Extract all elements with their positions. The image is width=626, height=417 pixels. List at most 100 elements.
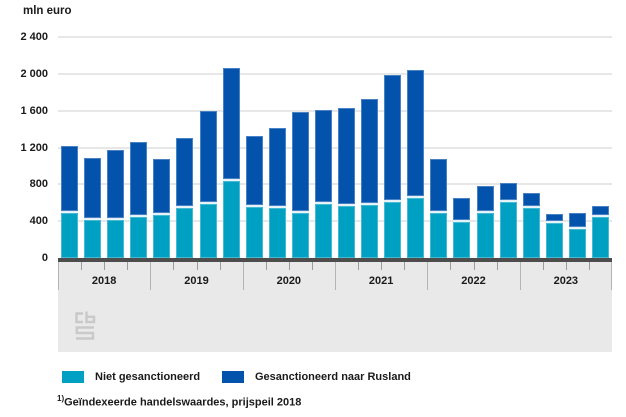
bar-2018-q2[interactable]	[84, 157, 102, 258]
bar-2021-q2[interactable]	[361, 99, 379, 258]
bar-segment-niet-gesanctioneerd-2023-q1[interactable]	[522, 206, 540, 258]
bar-segment-gesanctioneerd-2023-q4[interactable]	[591, 206, 609, 217]
quarter-tick	[219, 262, 221, 270]
bar-segment-gesanctioneerd-2022-q1[interactable]	[430, 159, 448, 213]
bar-segment-niet-gesanctioneerd-2021-q3[interactable]	[384, 201, 402, 258]
bar-segment-niet-gesanctioneerd-2022-q4[interactable]	[499, 201, 517, 258]
bar-segment-niet-gesanctioneerd-2022-q1[interactable]	[430, 212, 448, 258]
gridline-1200	[58, 146, 612, 149]
bar-segment-gesanctioneerd-2020-q2[interactable]	[268, 127, 286, 207]
year-separator	[519, 262, 521, 290]
quarter-tick	[381, 262, 383, 270]
bar-segment-niet-gesanctioneerd-2019-q1[interactable]	[153, 213, 171, 258]
year-separator	[427, 262, 429, 290]
bar-2021-q3[interactable]	[384, 74, 402, 258]
footnote: 1)Geïndexeerde handelswaardes, prijspeil…	[57, 394, 301, 409]
y-tick-label-2400: 2 400	[20, 31, 48, 44]
bar-segment-niet-gesanctioneerd-2018-q3[interactable]	[107, 218, 125, 258]
gridline-400	[58, 220, 612, 223]
bar-segment-gesanctioneerd-2020-q1[interactable]	[245, 136, 263, 207]
bar-2023-q2[interactable]	[545, 213, 563, 258]
gridline-2400	[58, 36, 612, 39]
bar-segment-gesanctioneerd-2021-q3[interactable]	[384, 74, 402, 202]
bar-segment-gesanctioneerd-2018-q3[interactable]	[107, 150, 125, 219]
bar-2018-q1[interactable]	[61, 145, 79, 258]
bar-2021-q1[interactable]	[338, 107, 356, 258]
quarter-tick	[588, 262, 590, 270]
bar-2018-q4[interactable]	[130, 142, 148, 258]
bar-segment-gesanctioneerd-2019-q4[interactable]	[222, 67, 240, 181]
bar-segment-gesanctioneerd-2022-q4[interactable]	[499, 182, 517, 202]
legend: Niet gesanctioneerd Gesanctioneerd naar R…	[0, 371, 626, 386]
footnote-marker: 1)	[57, 394, 65, 403]
bar-2021-q4[interactable]	[407, 69, 425, 258]
bar-segment-niet-gesanctioneerd-2021-q2[interactable]	[361, 203, 379, 258]
bar-segment-gesanctioneerd-2018-q2[interactable]	[84, 157, 102, 219]
bar-segment-niet-gesanctioneerd-2020-q3[interactable]	[291, 211, 309, 258]
bar-segment-gesanctioneerd-2019-q1[interactable]	[153, 158, 171, 214]
legend-label: Gesanctioneerd naar Rusland	[255, 371, 411, 383]
bar-2019-q1[interactable]	[153, 158, 171, 258]
bar-segment-niet-gesanctioneerd-2022-q3[interactable]	[476, 212, 494, 258]
bar-segment-niet-gesanctioneerd-2018-q2[interactable]	[84, 218, 102, 258]
year-label-2022: 2022	[461, 275, 486, 287]
y-tick-label-1200: 1 200	[20, 141, 48, 154]
bar-segment-niet-gesanctioneerd-2020-q2[interactable]	[268, 206, 286, 258]
bar-2018-q3[interactable]	[107, 150, 125, 258]
bar-segment-niet-gesanctioneerd-2023-q2[interactable]	[545, 221, 563, 258]
bar-2019-q2[interactable]	[176, 137, 194, 258]
bar-segment-gesanctioneerd-2019-q2[interactable]	[176, 137, 194, 207]
y-tick-label-0: 0	[41, 252, 48, 264]
bar-segment-gesanctioneerd-2019-q3[interactable]	[199, 110, 217, 203]
bar-segment-niet-gesanctioneerd-2021-q1[interactable]	[338, 205, 356, 258]
bar-segment-gesanctioneerd-2023-q3[interactable]	[568, 212, 586, 228]
gridline-800	[58, 183, 612, 186]
bar-segment-gesanctioneerd-2018-q4[interactable]	[130, 142, 148, 217]
y-tick-label-800: 800	[29, 178, 48, 191]
quarter-tick	[81, 262, 83, 270]
bar-segment-niet-gesanctioneerd-2019-q2[interactable]	[176, 206, 194, 258]
bar-segment-niet-gesanctioneerd-2020-q1[interactable]	[245, 206, 263, 258]
bar-2022-q1[interactable]	[430, 159, 448, 258]
quarter-tick	[542, 262, 544, 270]
x-axis-band: 2018 2019 2020 2021 2022 2023	[58, 262, 612, 352]
bar-segment-gesanctioneerd-2021-q2[interactable]	[361, 99, 379, 204]
bar-2023-q1[interactable]	[522, 192, 540, 258]
bar-segment-gesanctioneerd-2023-q2[interactable]	[545, 213, 563, 222]
bar-2020-q3[interactable]	[291, 111, 309, 258]
bar-segment-niet-gesanctioneerd-2018-q4[interactable]	[130, 216, 148, 258]
x-axis-line	[58, 258, 612, 262]
bar-segment-niet-gesanctioneerd-2019-q3[interactable]	[199, 202, 217, 258]
legend-swatch	[62, 371, 84, 383]
bar-segment-gesanctioneerd-2018-q1[interactable]	[61, 145, 79, 212]
bar-segment-gesanctioneerd-2020-q4[interactable]	[314, 109, 332, 204]
bar-segment-niet-gesanctioneerd-2020-q4[interactable]	[314, 203, 332, 258]
bar-segment-niet-gesanctioneerd-2019-q4[interactable]	[222, 180, 240, 258]
quarter-tick	[196, 262, 198, 270]
bar-segment-gesanctioneerd-2023-q1[interactable]	[522, 192, 540, 207]
legend-item-niet-gesanctioneerd: Niet gesanctioneerd	[62, 371, 200, 383]
bar-segment-niet-gesanctioneerd-2023-q3[interactable]	[568, 227, 586, 258]
bar-2023-q4[interactable]	[591, 206, 609, 258]
bar-2019-q4[interactable]	[222, 67, 240, 258]
bar-2022-q4[interactable]	[499, 182, 517, 258]
bar-segment-gesanctioneerd-2020-q3[interactable]	[291, 111, 309, 212]
bar-segment-gesanctioneerd-2022-q2[interactable]	[453, 198, 471, 221]
bar-2020-q2[interactable]	[268, 127, 286, 258]
bar-segment-gesanctioneerd-2021-q4[interactable]	[407, 69, 425, 197]
bar-2022-q2[interactable]	[453, 198, 471, 258]
bar-2020-q1[interactable]	[245, 136, 263, 258]
gridline-1600	[58, 109, 612, 112]
bar-2023-q3[interactable]	[568, 212, 586, 258]
bar-segment-gesanctioneerd-2022-q3[interactable]	[476, 186, 494, 212]
bar-2020-q4[interactable]	[314, 109, 332, 258]
bar-2022-q3[interactable]	[476, 186, 494, 258]
bar-segment-niet-gesanctioneerd-2022-q2[interactable]	[453, 220, 471, 258]
bar-segment-gesanctioneerd-2021-q1[interactable]	[338, 107, 356, 206]
bar-segment-niet-gesanctioneerd-2021-q4[interactable]	[407, 196, 425, 258]
bar-segment-niet-gesanctioneerd-2023-q4[interactable]	[591, 216, 609, 258]
bar-segment-niet-gesanctioneerd-2018-q1[interactable]	[61, 211, 79, 258]
bar-2019-q3[interactable]	[199, 110, 217, 258]
quarter-tick	[496, 262, 498, 270]
